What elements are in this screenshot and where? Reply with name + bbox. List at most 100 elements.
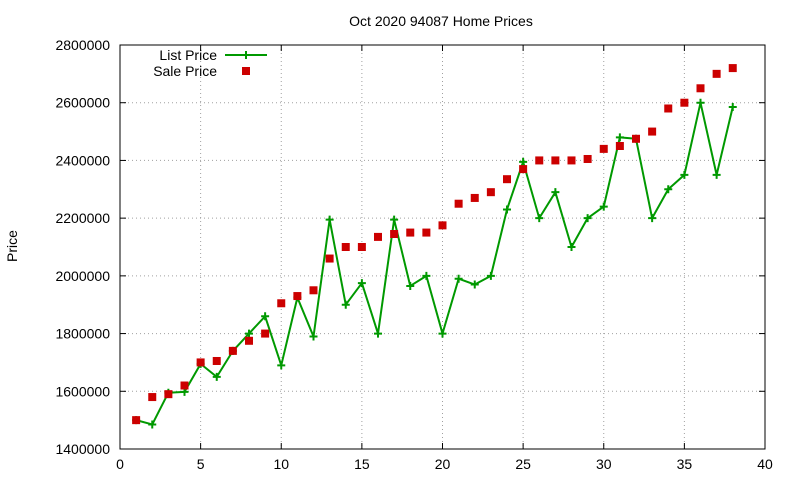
- sale-price-point: [228, 346, 237, 355]
- list-price-point: [325, 215, 334, 224]
- list-price-point: [615, 133, 624, 142]
- legend: List Price Sale Price: [153, 47, 267, 79]
- list-price-point: [374, 329, 382, 338]
- list-price-point: [648, 214, 657, 223]
- list-price-point: [277, 361, 286, 370]
- list-price-point: [535, 214, 544, 223]
- list-price-point: [422, 271, 431, 280]
- sale-price-point: [212, 356, 221, 365]
- sale-price-point: [728, 64, 737, 73]
- sale-price-point: [406, 228, 415, 237]
- sale-price-point: [277, 299, 286, 308]
- tick-labels: 0 5 10 15 20 25 30 35 40 1400000 1600000 1800000 200…: [55, 37, 773, 472]
- legend-marker-list-price: [242, 51, 250, 59]
- legend-marker-sale-price: [242, 67, 250, 75]
- plot-series: [132, 64, 737, 429]
- sale-price-point: [470, 193, 479, 202]
- list-price-point: [341, 300, 350, 309]
- sale-price-point: [148, 393, 157, 402]
- sale-price-point: [503, 175, 511, 184]
- sale-price-point: [615, 142, 624, 150]
- sale-price-point: [438, 221, 447, 230]
- list-price-point: [261, 312, 270, 321]
- sale-price-point: [680, 98, 689, 107]
- plot-frame: [119, 44, 766, 450]
- chart-title: Oct 2020 94087 Home Prices: [349, 13, 533, 29]
- sale-price-point: [519, 165, 528, 174]
- sale-price-point: [664, 104, 673, 113]
- list-price-point: [454, 274, 463, 283]
- list-price-point: [438, 329, 447, 338]
- sale-price-point: [196, 358, 205, 367]
- list-price-point: [309, 332, 318, 341]
- sale-price-point: [325, 254, 334, 263]
- y-axis-label: Price: [4, 230, 20, 262]
- list-price-point: [486, 271, 495, 280]
- axis-ticks: [119, 44, 766, 450]
- sale-price-point: [164, 390, 173, 399]
- x-tick-label: 35: [677, 456, 693, 472]
- y-tick-label: 2800000: [55, 37, 110, 53]
- list-price-point: [212, 372, 221, 381]
- sale-price-point: [374, 232, 382, 241]
- list-price-point: [551, 188, 560, 197]
- x-tick-label: 30: [596, 456, 612, 472]
- list-price-point: [696, 98, 705, 107]
- list-price-point: [728, 103, 737, 112]
- sale-price-point: [712, 69, 721, 78]
- x-tick-label: 25: [515, 456, 531, 472]
- list-price-line: [135, 101, 734, 426]
- list-price-point: [503, 205, 511, 214]
- x-tick-label: 40: [757, 456, 773, 472]
- sale-price-point: [486, 188, 495, 197]
- list-price-point: [406, 281, 415, 290]
- list-price-point: [680, 170, 689, 179]
- list-price-point: [567, 243, 576, 251]
- sale-price-point: [309, 286, 318, 295]
- sale-price-point: [293, 292, 302, 301]
- y-tick-label: 1800000: [55, 326, 110, 342]
- x-tick-label: 20: [435, 456, 451, 472]
- sale-price-point: [551, 156, 560, 165]
- list-price-point: [390, 215, 399, 224]
- sale-price-point: [648, 127, 657, 136]
- sale-price-point: [632, 134, 640, 143]
- list-price-point: [599, 202, 608, 211]
- legend-label-list-price: List Price: [159, 47, 217, 63]
- list-price-point: [245, 329, 253, 338]
- y-tick-label: 2000000: [55, 268, 110, 284]
- list-price-point: [664, 185, 673, 194]
- sale-price-point: [696, 84, 705, 93]
- y-tick-label: 2600000: [55, 95, 110, 111]
- sale-price-point: [422, 228, 431, 237]
- list-price-point: [357, 279, 366, 288]
- x-tick-label: 15: [354, 456, 370, 472]
- list-price-point: [148, 420, 157, 429]
- sale-price-point: [599, 144, 608, 153]
- grid: [120, 45, 765, 449]
- x-tick-label: 10: [273, 456, 289, 472]
- sale-price-point: [245, 336, 253, 345]
- sale-price-point: [567, 156, 576, 165]
- legend-label-sale-price: Sale Price: [153, 63, 217, 79]
- y-tick-label: 2400000: [55, 152, 110, 168]
- sale-price-point: [132, 416, 141, 425]
- sale-price-point: [357, 243, 366, 251]
- sale-price-point: [535, 156, 544, 165]
- x-tick-label: 5: [197, 456, 205, 472]
- y-tick-label: 2200000: [55, 210, 110, 226]
- x-tick-label: 0: [116, 456, 124, 472]
- list-price-point: [583, 214, 592, 223]
- sale-price-point: [341, 243, 350, 251]
- list-price-point: [519, 157, 528, 166]
- y-tick-label: 1600000: [55, 383, 110, 399]
- sale-price-point: [583, 154, 592, 163]
- sale-price-point: [390, 230, 399, 239]
- y-tick-label: 1400000: [55, 441, 110, 457]
- sale-price-point: [261, 329, 270, 338]
- sale-price-point: [180, 381, 189, 390]
- list-price-point: [712, 170, 721, 179]
- sale-price-point: [454, 199, 463, 208]
- list-price-point: [470, 280, 479, 289]
